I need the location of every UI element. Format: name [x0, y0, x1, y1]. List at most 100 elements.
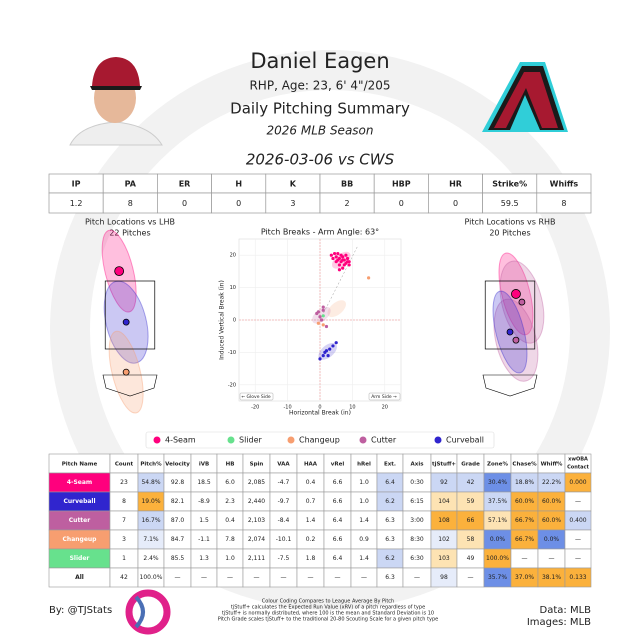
summary-header: HBP [392, 180, 411, 189]
legend-box [145, 431, 495, 449]
table-value: 92.8 [171, 479, 185, 486]
footer-note: Colour Coding Compares to League Average… [262, 599, 394, 605]
table-value: 60.0% [542, 498, 561, 505]
chart-title: Pitch Breaks - Arm Angle: 63° [261, 228, 379, 237]
table-value: 8 [122, 498, 126, 505]
break-point [334, 341, 338, 345]
table-value: 0.133 [569, 574, 586, 581]
break-point [345, 256, 350, 261]
table-header: HAA [304, 462, 318, 468]
table-value: 1.3 [199, 555, 209, 562]
table-value: 30.4% [488, 479, 507, 486]
footer-note: tjStuff+ calculates the Expected Run Val… [231, 605, 425, 611]
break-point [347, 263, 351, 267]
player-bio: RHP, Age: 23, 6' 4"/205 [249, 79, 390, 93]
table-header: HB [226, 462, 235, 468]
pitch-name: Slider [70, 555, 90, 562]
table-value: — [575, 536, 581, 543]
table-value: 38.1% [542, 574, 561, 581]
x-tick-label: 10 [349, 405, 355, 411]
chart-subtitle: 22 Pitches [109, 229, 150, 238]
table-value: — [201, 574, 207, 581]
table-header: hRel [357, 462, 371, 468]
y-axis-label: Induced Vertical Break (in) [219, 280, 226, 360]
break-point [320, 318, 324, 322]
table-value: — [254, 574, 260, 581]
table-value: 92 [440, 479, 448, 486]
table-value: 1.0 [225, 555, 235, 562]
watermark [50, 50, 610, 610]
table-value: 6:15 [410, 498, 424, 505]
table-value: -10.1 [276, 536, 292, 543]
table-value: 103 [438, 555, 450, 562]
table-header: Grade [461, 462, 480, 468]
table-value: 22.2% [542, 479, 561, 486]
break-ellipse [312, 306, 331, 324]
table-value: 102 [438, 536, 450, 543]
chart-title: Pitch Locations vs LHB [85, 218, 175, 227]
chart-subtitle: 20 Pitches [489, 229, 530, 238]
table-value: 0.400 [569, 517, 586, 524]
break-point [329, 253, 333, 257]
table-value: 1.5 [199, 517, 209, 524]
table-header: tjStuff+ [432, 462, 456, 468]
table-value: 6.3 [385, 536, 395, 543]
table-value: 2,440 [248, 498, 265, 505]
table-header: Velocity [165, 462, 190, 468]
break-point [321, 314, 325, 318]
break-point [345, 260, 350, 264]
break-point [316, 310, 320, 314]
summary-value: 0 [182, 199, 187, 208]
legend-swatch [227, 436, 235, 444]
table-value: 0.4 [225, 517, 235, 524]
table-value: 2,103 [248, 517, 265, 524]
summary-header: IP [72, 180, 81, 189]
pitch-point [506, 328, 514, 336]
summary-value: 0 [453, 199, 458, 208]
legend-label: 4-Seam [165, 436, 196, 445]
pitch-point [114, 266, 125, 277]
table-header: Pitch Name [62, 462, 98, 468]
x-tick-label: -20 [251, 405, 259, 411]
table-value: 1.4 [359, 555, 369, 562]
table-value: 6.4 [333, 517, 343, 524]
table-value: 54.8% [141, 479, 160, 486]
logo-ring [125, 589, 171, 635]
break-point [318, 357, 322, 361]
break-point [324, 349, 329, 353]
table-value: 37.5% [488, 498, 507, 505]
y-tick-label: -20 [228, 382, 236, 388]
table-value: 1.0 [359, 479, 369, 486]
legend-swatch [287, 436, 295, 444]
table-value: 100.0% [486, 555, 509, 562]
table-value: 87.0 [171, 517, 185, 524]
table-value: 6:30 [410, 555, 424, 562]
cap-brim [90, 86, 142, 90]
table-value: 66.7% [515, 536, 534, 543]
break-point [321, 305, 325, 309]
summary-header: ER [179, 180, 191, 189]
table-value: — [361, 574, 367, 581]
table-value: 6.3 [385, 574, 395, 581]
table-value: 8:30 [410, 536, 424, 543]
break-point [337, 268, 342, 272]
table-value: 18.8% [515, 479, 534, 486]
table-header: xwOBA [568, 457, 588, 463]
table-value: -7.5 [278, 555, 290, 562]
table-header: Axis [411, 462, 425, 468]
summary-header: H [235, 180, 242, 189]
summary-value: 59.5 [501, 199, 519, 208]
table-header: Ext. [384, 462, 396, 468]
table-header: Spin [250, 462, 264, 468]
table-value: — [522, 555, 528, 562]
chart-title: Pitch Locations vs RHB [464, 218, 555, 227]
table-value: 49 [467, 555, 475, 562]
footer-note: tjStuff+ is normally distributed, where … [222, 611, 434, 617]
summary-header: Strike% [492, 180, 527, 189]
pitch-point [512, 336, 520, 344]
x-tick-label: 20 [382, 405, 388, 411]
break-point [316, 321, 320, 325]
break-point [321, 308, 325, 312]
legend-swatch [153, 436, 161, 444]
